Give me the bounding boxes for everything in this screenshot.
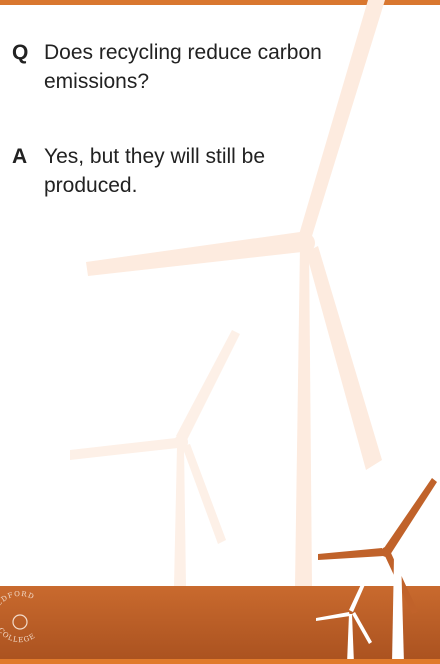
answer-text: Yes, but they will still be produced. bbox=[44, 142, 344, 200]
answer-label: A bbox=[12, 142, 27, 171]
background-art: BEDFORD COLLEGE bbox=[0, 0, 440, 664]
question-text: Does recycling reduce carbon emissions? bbox=[44, 38, 344, 96]
turbine-faint-small bbox=[70, 330, 240, 586]
bottom-bar bbox=[0, 659, 440, 664]
question-label: Q bbox=[12, 38, 28, 67]
bottom-band bbox=[0, 586, 440, 664]
slide: BEDFORD COLLEGE Q Does recycling reduce … bbox=[0, 0, 440, 664]
